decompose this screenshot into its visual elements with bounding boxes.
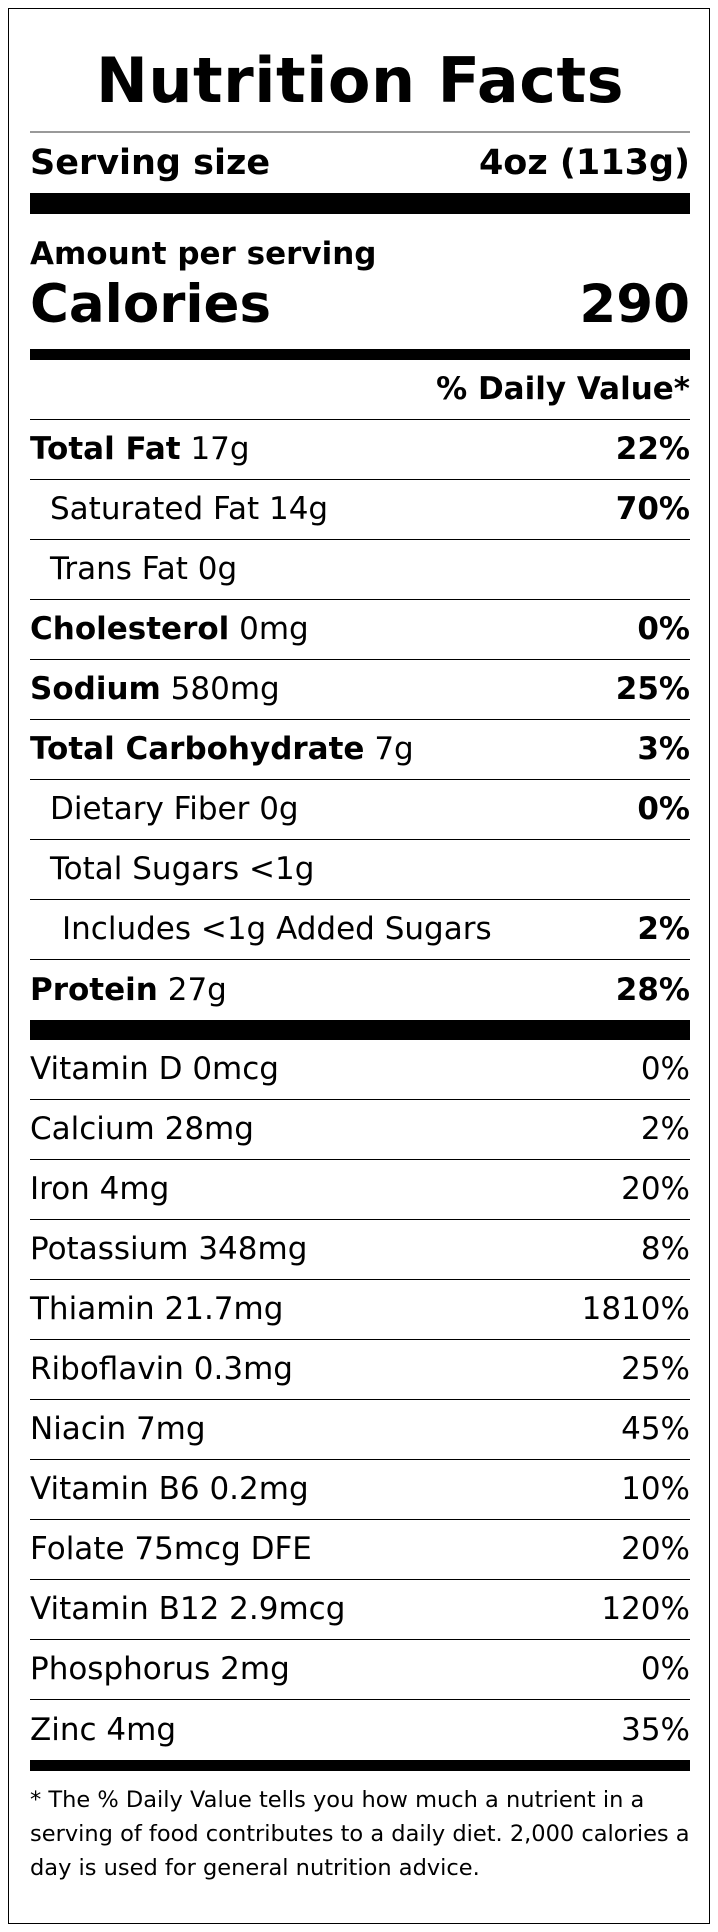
vitamin-row-potassium: Potassium 348mg 8% xyxy=(30,1220,690,1280)
label-content: Nutrition Facts Serving size 4oz (113g) … xyxy=(30,9,690,1885)
nutrient-dv: 70% xyxy=(615,491,690,527)
vitamin-row-folate: Folate 75mcg DFE 20% xyxy=(30,1520,690,1580)
nutrient-amount: 27g xyxy=(167,971,227,1008)
serving-divider xyxy=(30,192,690,214)
nutrient-dv: 25% xyxy=(615,671,690,707)
label-title: Nutrition Facts xyxy=(95,44,625,117)
vitamin-dv: 45% xyxy=(621,1411,690,1447)
nutrient-dv: 2% xyxy=(637,911,690,947)
vitamin-dv: 20% xyxy=(621,1531,690,1567)
vitamin-dv: 20% xyxy=(621,1171,690,1207)
nutrient-name: Total Fat xyxy=(30,431,181,467)
nutrient-name: Total Carbohydrate xyxy=(30,731,365,767)
amount-per-serving: Amount per serving xyxy=(30,235,377,272)
vitamin-name: Potassium 348mg xyxy=(30,1231,308,1267)
calories-value: 290 xyxy=(579,274,690,335)
footnote-divider xyxy=(30,1759,690,1771)
serving-size-label: Serving size xyxy=(30,142,271,183)
nutrient-dv: 0% xyxy=(637,791,690,827)
nutrient-row-cholesterol: Cholesterol 0mg 0% xyxy=(30,600,690,660)
vitamin-name: Niacin 7mg xyxy=(30,1411,206,1447)
vitamin-row-riboflavin: Riboflavin 0.3mg 25% xyxy=(30,1340,690,1400)
daily-value-heading: % Daily Value* xyxy=(436,371,690,407)
nutrient-amount: 0mg xyxy=(239,611,309,647)
nutrient-row-total-sugars: Total Sugars <1g xyxy=(30,840,690,900)
calories-row: Calories 290 xyxy=(30,272,690,338)
vitamin-name: Vitamin B6 0.2mg xyxy=(30,1471,309,1507)
vitamin-name: Vitamin B12 2.9mcg xyxy=(30,1591,346,1627)
nutrient-name: Total Sugars <1g xyxy=(50,851,315,887)
vitamin-name: Iron 4mg xyxy=(30,1171,170,1207)
vitamin-dv: 120% xyxy=(601,1591,690,1627)
nutrient-name: Protein xyxy=(30,971,158,1008)
nutrient-name: Sodium xyxy=(30,671,161,707)
vitamin-name: Folate 75mcg DFE xyxy=(30,1531,312,1567)
nutrient-row-dietary-fiber: Dietary Fiber 0g 0% xyxy=(30,780,690,840)
nutrient-dv: 0% xyxy=(637,611,690,647)
vitamins-divider xyxy=(30,1019,690,1040)
nutrient-amount: 580mg xyxy=(170,671,280,707)
nutrient-name: Dietary Fiber 0g xyxy=(50,791,299,827)
nutrient-row-protein: Protein 27g 28% xyxy=(30,960,690,1020)
vitamin-name: Riboflavin 0.3mg xyxy=(30,1351,293,1387)
daily-value-footnote: * The % Daily Value tells you how much a… xyxy=(30,1786,690,1881)
nutrient-name: Trans Fat 0g xyxy=(50,551,238,587)
nutrient-row-saturated-fat: Saturated Fat 14g 70% xyxy=(30,480,690,540)
vitamin-name: Zinc 4mg xyxy=(30,1711,176,1748)
nutrient-dv: 22% xyxy=(615,431,690,467)
vitamin-row-vitamin-d: Vitamin D 0mcg 0% xyxy=(30,1040,690,1100)
nutrient-name: Cholesterol xyxy=(30,611,230,647)
vitamin-row-calcium: Calcium 28mg 2% xyxy=(30,1100,690,1160)
vitamin-dv: 35% xyxy=(621,1711,690,1748)
calories-label: Calories xyxy=(30,274,272,335)
nutrient-amount: 7g xyxy=(374,731,414,767)
serving-size-row: Serving size 4oz (113g) xyxy=(30,133,690,193)
calories-divider xyxy=(30,348,690,360)
vitamin-dv: 1810% xyxy=(581,1291,690,1327)
daily-value-header: % Daily Value* xyxy=(30,360,690,420)
vitamin-name: Thiamin 21.7mg xyxy=(30,1291,284,1327)
vitamin-dv: 25% xyxy=(621,1351,690,1387)
nutrient-row-trans-fat: Trans Fat 0g xyxy=(30,540,690,600)
nutrient-dv: 28% xyxy=(615,971,690,1008)
nutrient-row-total-carbohydrate: Total Carbohydrate 7g 3% xyxy=(30,720,690,780)
nutrient-name: Includes <1g Added Sugars xyxy=(62,911,492,947)
vitamin-dv: 8% xyxy=(640,1231,690,1267)
vitamin-dv: 0% xyxy=(640,1051,690,1087)
vitamin-row-vitamin-b12: Vitamin B12 2.9mcg 120% xyxy=(30,1580,690,1640)
vitamin-name: Vitamin D 0mcg xyxy=(30,1051,279,1087)
vitamin-dv: 2% xyxy=(640,1111,690,1147)
nutrient-row-added-sugars: Includes <1g Added Sugars 2% xyxy=(30,900,690,960)
title-divider xyxy=(30,131,690,133)
nutrient-amount: 17g xyxy=(190,431,250,467)
vitamin-name: Phosphorus 2mg xyxy=(30,1651,290,1687)
vitamin-row-thiamin: Thiamin 21.7mg 1810% xyxy=(30,1280,690,1340)
nutrient-row-sodium: Sodium 580mg 25% xyxy=(30,660,690,720)
vitamin-row-phosphorus: Phosphorus 2mg 0% xyxy=(30,1640,690,1700)
vitamin-dv: 10% xyxy=(621,1471,690,1507)
vitamin-row-iron: Iron 4mg 20% xyxy=(30,1160,690,1220)
vitamin-name: Calcium 28mg xyxy=(30,1111,254,1147)
nutrient-dv: 3% xyxy=(637,731,690,767)
serving-size-value: 4oz (113g) xyxy=(478,142,690,183)
nutrient-name: Saturated Fat 14g xyxy=(50,491,329,527)
vitamin-dv: 0% xyxy=(640,1651,690,1687)
nutrient-row-total-fat: Total Fat 17g 22% xyxy=(30,420,690,480)
nutrition-facts-label: Nutrition Facts Serving size 4oz (113g) … xyxy=(8,8,710,1924)
vitamin-row-zinc: Zinc 4mg 35% xyxy=(30,1700,690,1760)
vitamin-row-niacin: Niacin 7mg 45% xyxy=(30,1400,690,1460)
vitamin-row-vitamin-b6: Vitamin B6 0.2mg 10% xyxy=(30,1460,690,1520)
